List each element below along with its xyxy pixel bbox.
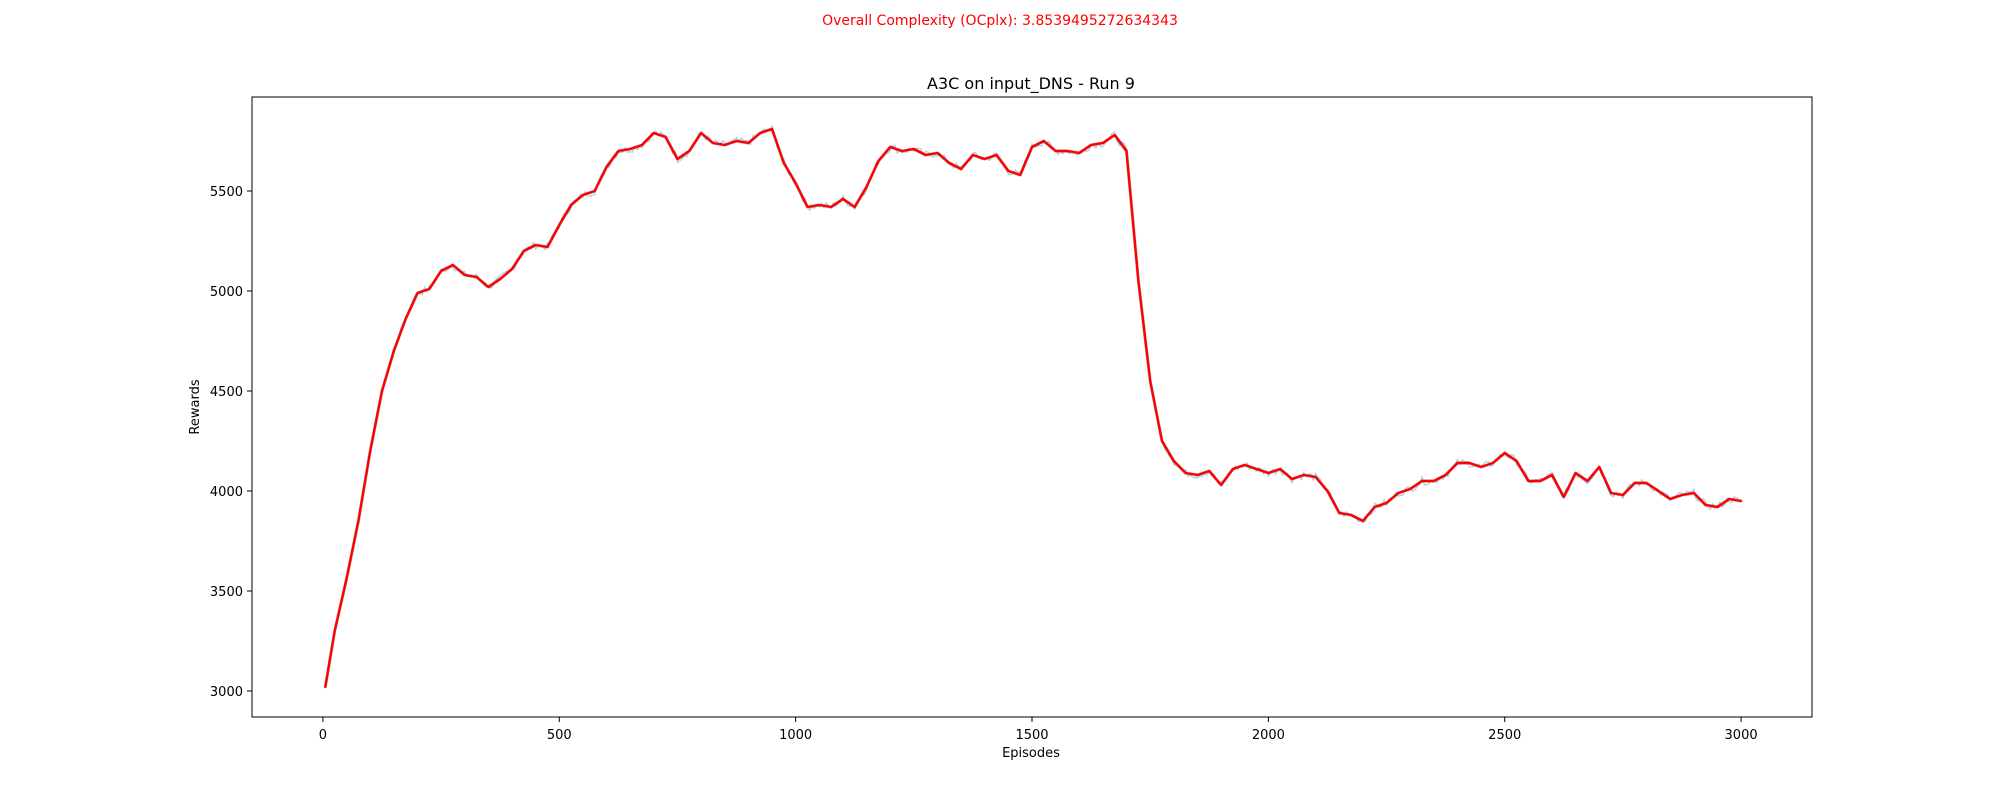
y-tick-label: 4000 xyxy=(210,485,243,500)
chart-title: A3C on input_DNS - Run 9 xyxy=(927,74,1135,94)
overall-complexity-title: Overall Complexity (OCplx): 3.8539495272… xyxy=(0,13,2000,29)
x-tick-label: 1500 xyxy=(1015,728,1048,743)
x-axis-ticks: 0 500 1000 1500 2000 2500 3000 xyxy=(319,717,1758,743)
y-tick-label: 5500 xyxy=(210,185,243,200)
x-tick-label: 2500 xyxy=(1488,728,1521,743)
smoothed-series-layer xyxy=(325,129,1741,687)
plot-area-frame xyxy=(252,97,1812,717)
x-tick-label: 500 xyxy=(547,728,572,743)
raw-rewards-line xyxy=(325,126,1738,687)
smoothed-line-shadow xyxy=(325,129,1741,687)
x-axis-label: Episodes xyxy=(1002,746,1060,761)
y-tick-label: 3000 xyxy=(210,685,243,700)
raw-series-layer xyxy=(325,126,1738,687)
y-axis-label: Rewards xyxy=(188,379,203,434)
x-tick-label: 3000 xyxy=(1725,728,1758,743)
y-tick-label: 5000 xyxy=(210,285,243,300)
x-tick-label: 2000 xyxy=(1252,728,1285,743)
y-tick-label: 3500 xyxy=(210,585,243,600)
y-tick-label: 4500 xyxy=(210,385,243,400)
smoothed-rewards-line xyxy=(325,129,1741,687)
y-axis-ticks: 3000 3500 4000 4500 5000 5500 xyxy=(210,185,252,700)
x-tick-label: 0 xyxy=(319,728,327,743)
x-tick-label: 1000 xyxy=(779,728,812,743)
